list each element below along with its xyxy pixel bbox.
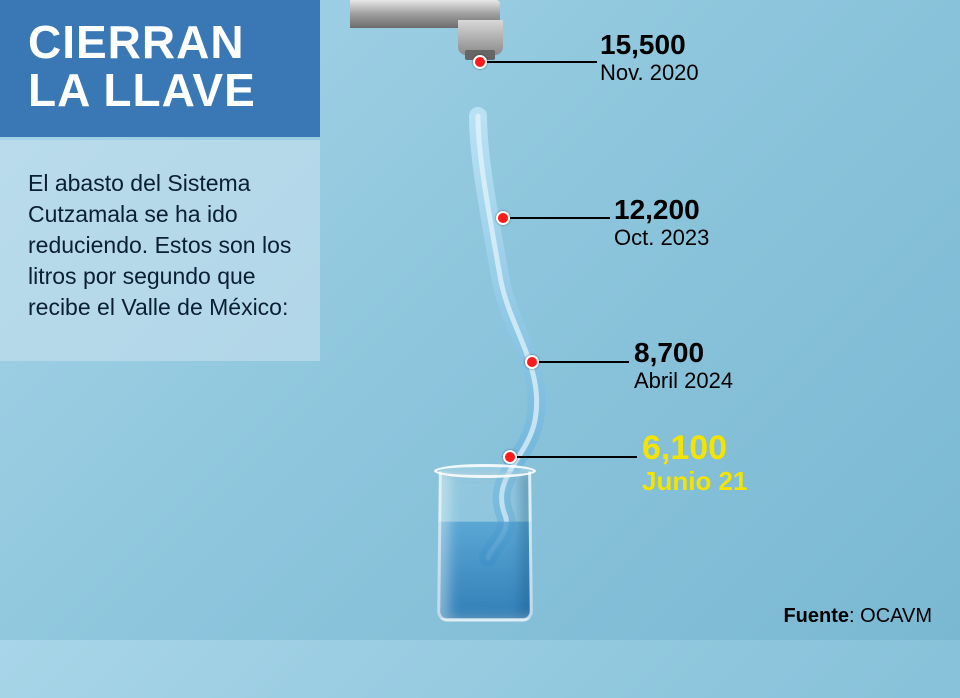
data-date: Junio 21: [642, 467, 747, 496]
source-citation: Fuente: OCAVM: [783, 605, 932, 628]
data-label: 12,200Oct. 2023: [614, 195, 709, 250]
water-glass-icon: [430, 470, 540, 620]
data-date: Abril 2024: [634, 369, 733, 393]
data-dot: [473, 55, 487, 69]
data-value: 15,500: [600, 30, 699, 61]
leader-line: [539, 361, 629, 363]
data-dot: [496, 211, 510, 225]
data-value: 8,700: [634, 338, 733, 369]
source-value: OCAVM: [860, 605, 932, 627]
data-value: 6,100: [642, 430, 747, 467]
data-label: 15,500Nov. 2020: [600, 30, 699, 85]
leader-line: [510, 217, 610, 219]
data-dot: [503, 450, 517, 464]
data-value: 12,200: [614, 195, 709, 226]
data-label: 8,700Abril 2024: [634, 338, 733, 393]
leader-line: [487, 61, 597, 63]
data-date: Oct. 2023: [614, 226, 709, 250]
data-date: Nov. 2020: [600, 61, 699, 85]
leader-line: [517, 456, 637, 458]
data-dot: [525, 355, 539, 369]
data-label: 6,100Junio 21: [642, 430, 747, 496]
source-label: Fuente: [783, 605, 849, 627]
